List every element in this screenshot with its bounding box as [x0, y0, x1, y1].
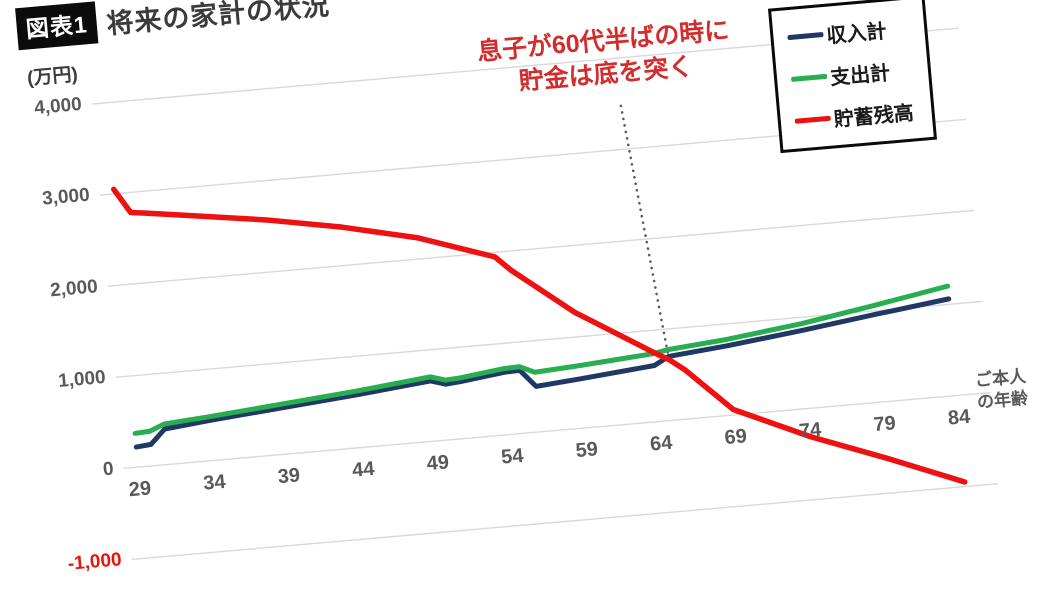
y-tick-label-0: 0	[102, 458, 115, 481]
line-chart-plot-area	[91, 27, 999, 561]
chart-title-row: 図表1 将来の家計の状況	[15, 0, 332, 51]
annotation-connector-dotted-line	[619, 104, 671, 360]
expense-line-swatch	[791, 73, 828, 82]
income-line-swatch	[787, 32, 824, 41]
y-tick-label--1000: -1,000	[66, 549, 123, 575]
savings-balance-line	[110, 186, 968, 485]
x-tick-label-44: 44	[351, 457, 376, 482]
figure-number-badge: 図表1	[15, 1, 99, 51]
gridline-2000	[107, 209, 975, 287]
legend-label-expense: 支出計	[829, 62, 892, 90]
x-tick-label-69: 69	[723, 425, 748, 450]
legend-label-income: 収入計	[825, 20, 888, 48]
y-tick-label-3000: 3,000	[41, 185, 91, 211]
chart-title: 将来の家計の状況	[105, 0, 332, 39]
x-tick-label-29: 29	[127, 477, 153, 502]
legend-box: 収入計 支出計 貯蓄残高	[767, 0, 938, 154]
x-tick-label-79: 79	[872, 412, 897, 437]
legend-item-income: 収入計	[786, 13, 907, 52]
x-tick-label-39: 39	[276, 464, 301, 489]
x-tick-label-54: 54	[500, 444, 525, 469]
y-axis-unit-label: (万円)	[26, 64, 79, 90]
x-tick-label-49: 49	[425, 451, 450, 476]
expense-total-line	[132, 283, 951, 436]
legend-item-savings: 貯蓄残高	[794, 97, 915, 136]
gridline-0	[123, 391, 991, 470]
y-tick-label-1000: 1,000	[57, 367, 107, 393]
x-tick-label-34: 34	[202, 470, 227, 495]
x-tick-label-64: 64	[649, 431, 674, 456]
x-tick-label-74: 74	[798, 418, 823, 443]
legend-label-savings: 貯蓄残高	[833, 102, 915, 132]
savings-line-swatch	[794, 115, 831, 124]
legend-item-expense: 支出計	[790, 55, 911, 94]
y-tick-label-2000: 2,000	[49, 276, 99, 302]
gridline--1000	[131, 482, 999, 561]
x-axis-title-line-2: の年齢	[976, 388, 1029, 413]
y-tick-label-4000: 4,000	[33, 93, 83, 120]
x-tick-label-59: 59	[574, 438, 599, 463]
income-total-line	[133, 296, 952, 450]
x-axis-title: ご本人 の年齢	[974, 366, 1029, 414]
